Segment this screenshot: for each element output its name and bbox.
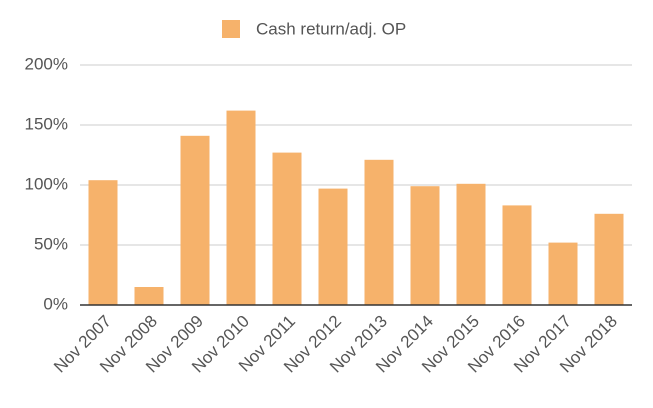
y-tick-label: 150% bbox=[25, 114, 68, 133]
bar bbox=[134, 287, 164, 305]
bar bbox=[364, 159, 394, 305]
bar bbox=[594, 213, 624, 305]
y-tick-label: 100% bbox=[25, 174, 68, 193]
y-tick-label: 50% bbox=[34, 234, 68, 253]
bar bbox=[456, 183, 486, 305]
legend-swatch bbox=[222, 20, 240, 38]
y-tick-label: 200% bbox=[25, 54, 68, 73]
legend-label: Cash return/adj. OP bbox=[256, 19, 406, 38]
bar bbox=[226, 110, 256, 305]
bar bbox=[318, 188, 348, 305]
bar bbox=[88, 180, 118, 305]
bar bbox=[548, 242, 578, 305]
bar bbox=[410, 186, 440, 305]
bar bbox=[502, 205, 532, 305]
y-tick-label: 0% bbox=[43, 294, 68, 313]
bar bbox=[180, 135, 210, 305]
bar bbox=[272, 152, 302, 305]
